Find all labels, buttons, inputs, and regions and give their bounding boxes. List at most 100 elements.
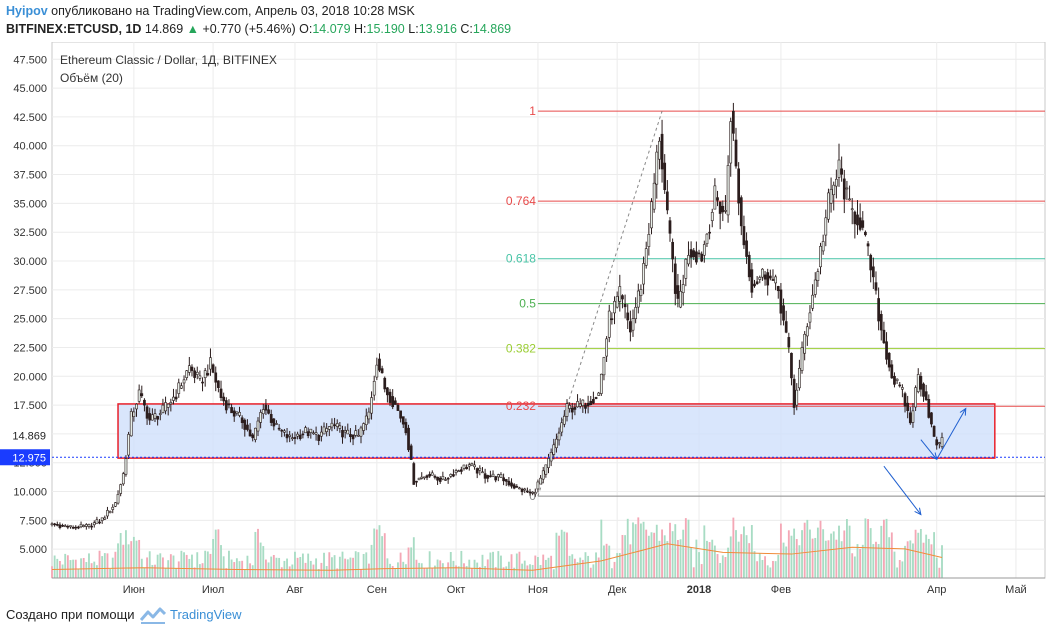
tradingview-logo-icon[interactable]	[140, 605, 166, 625]
volume-bar	[101, 556, 104, 578]
candle-body	[882, 329, 886, 344]
candle-body	[177, 382, 181, 394]
candle-body	[729, 121, 733, 164]
candle-body	[227, 403, 231, 406]
price-chart[interactable]: 1 0.764 0.618 0.5 0.382 0.232 0 47.500 45.000 42…	[0, 41, 1051, 598]
price-tag-label: 12.975	[12, 452, 46, 464]
candle-body	[840, 168, 844, 175]
volume-bar	[449, 551, 452, 578]
candle-body	[354, 430, 358, 436]
candle-body	[581, 399, 585, 406]
candle-body	[145, 406, 149, 419]
candle-body	[732, 110, 735, 134]
volume-bar	[204, 550, 207, 578]
volume-bar	[214, 529, 217, 578]
volume-bar	[452, 560, 455, 578]
candle-body	[927, 399, 931, 418]
candle-body	[380, 368, 384, 374]
candle-body	[280, 429, 284, 432]
chart-area[interactable]: 1 0.764 0.618 0.5 0.382 0.232 0 47.500 45.000 42…	[0, 41, 1051, 598]
volume-bar	[217, 529, 220, 578]
volume-bar	[716, 554, 719, 578]
candle-body	[869, 254, 873, 271]
candle-body	[288, 434, 292, 437]
volume-bar	[558, 535, 560, 578]
candle-body	[293, 437, 297, 439]
candle-body	[776, 286, 780, 292]
candle-body	[594, 397, 598, 399]
volume-bar	[713, 545, 716, 578]
candle-body	[346, 429, 350, 435]
candle-body	[639, 289, 643, 296]
volume-bar	[365, 552, 368, 578]
candle-body	[555, 438, 558, 449]
candle-body	[903, 393, 907, 407]
volume-bar	[592, 564, 595, 578]
candle-body	[259, 412, 262, 423]
volume-bar	[566, 532, 568, 578]
candle-body	[224, 400, 228, 411]
candle-body	[763, 274, 767, 280]
volume-bar	[790, 535, 793, 578]
x-axis: Июн Июл Авг Сен Окт Ноя Дек 2018 Фев Апр Май	[52, 577, 1045, 596]
candle-body	[364, 415, 368, 425]
candle-body	[805, 326, 809, 337]
candle-body	[914, 387, 917, 408]
close-value: 14.869	[472, 22, 512, 36]
volume-bar	[531, 564, 534, 578]
candle-body	[726, 165, 730, 216]
candle-body	[940, 437, 944, 447]
volume-bar	[676, 539, 679, 578]
candle-body	[737, 168, 741, 204]
candle-body	[887, 352, 891, 368]
volume-bar	[698, 552, 700, 578]
candle-body	[850, 208, 854, 211]
candle-body	[568, 405, 571, 409]
forecast-arrow-line	[936, 408, 967, 460]
candle-body	[745, 240, 748, 257]
volume-bar	[77, 569, 80, 578]
volume-bar	[235, 558, 238, 578]
author-link[interactable]: Hyipov	[6, 4, 48, 18]
candle-body	[824, 217, 828, 236]
volume-bar	[463, 563, 465, 578]
candle-body	[499, 474, 503, 478]
candle-body	[217, 380, 220, 388]
candle-body	[235, 411, 239, 414]
volume-bar	[595, 552, 597, 578]
candle-body	[774, 276, 777, 284]
volume-bar	[489, 552, 492, 578]
candle-body	[338, 425, 342, 429]
volume-bar	[610, 568, 613, 578]
footer-text: Создано при помощи	[6, 607, 135, 622]
volume-bar	[898, 560, 901, 578]
volume-bar	[172, 555, 175, 578]
volume-bar	[816, 527, 819, 578]
volume-bar	[655, 524, 658, 578]
candle-body	[425, 475, 429, 478]
volume-bar	[354, 551, 357, 578]
candle-body	[526, 490, 529, 493]
volume-bar	[518, 551, 521, 578]
volume-bar	[230, 559, 233, 578]
candle-body	[79, 523, 83, 528]
volume-bar	[750, 525, 753, 578]
fib-level-label: 0.618	[506, 252, 536, 266]
candle-body	[106, 510, 109, 517]
candle-body	[367, 411, 371, 420]
candle-body	[557, 432, 561, 441]
volume-bar	[212, 539, 215, 578]
volume-bar	[935, 557, 938, 578]
candle-body	[433, 475, 437, 478]
tradingview-link[interactable]: TradingView	[170, 607, 242, 622]
volume-bar	[904, 545, 906, 578]
volume-bar	[880, 525, 883, 578]
volume-bar	[470, 568, 473, 578]
y-tick-label: 30.000	[13, 256, 47, 268]
candle-body	[560, 422, 564, 433]
volume-bar	[875, 541, 877, 578]
candle-body	[494, 476, 498, 481]
candle-body	[129, 411, 133, 437]
candle-body	[401, 416, 405, 425]
candle-body	[457, 470, 461, 473]
